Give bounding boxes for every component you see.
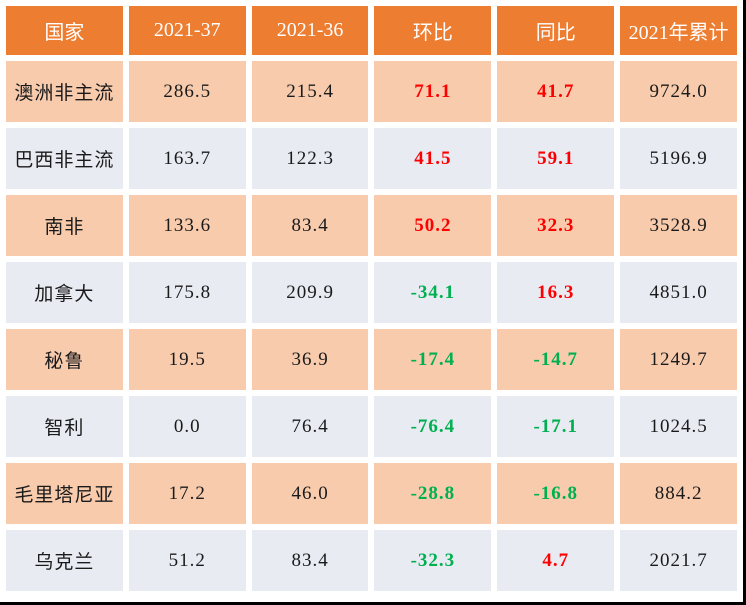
cell-mom: -28.8 <box>374 463 492 524</box>
cell-w2021_36: 209.9 <box>251 262 369 323</box>
cell-yoy: 32.3 <box>497 195 615 256</box>
table-row-3: 加拿大 175.8 209.9 -34.1 16.3 4851.0 <box>6 262 737 323</box>
cell-country: 秘鲁 <box>6 329 123 390</box>
cell-yoy: -14.7 <box>497 329 615 390</box>
cell-yoy: -17.1 <box>497 396 615 457</box>
cell-cumulative: 9724.0 <box>620 61 737 122</box>
cell-w2021_37: 286.5 <box>128 61 246 122</box>
cell-w2021_37: 163.7 <box>128 128 246 189</box>
cell-cumulative: 884.2 <box>620 463 737 524</box>
cell-cumulative: 1024.5 <box>620 396 737 457</box>
column-header-mom: 环比 <box>374 6 492 55</box>
cell-country: 乌克兰 <box>6 530 123 591</box>
cell-cumulative: 1249.7 <box>620 329 737 390</box>
cell-w2021_36: 215.4 <box>251 61 369 122</box>
cell-w2021_36: 76.4 <box>251 396 369 457</box>
cell-w2021_36: 46.0 <box>251 463 369 524</box>
table-row-0: 澳洲非主流 286.5 215.4 71.1 41.7 9724.0 <box>6 61 737 122</box>
cell-w2021_37: 133.6 <box>128 195 246 256</box>
table-body: 澳洲非主流 286.5 215.4 71.1 41.7 9724.0 巴西非主流 163.7 1… <box>6 61 737 591</box>
cell-country: 南非 <box>6 195 123 256</box>
cell-mom: 71.1 <box>374 61 492 122</box>
cell-yoy: 41.7 <box>497 61 615 122</box>
cell-w2021_36: 122.3 <box>251 128 369 189</box>
column-header-country: 国家 <box>6 6 123 55</box>
table-row-7: 乌克兰 51.2 83.4 -32.3 4.7 2021.7 <box>6 530 737 591</box>
cell-w2021_37: 51.2 <box>128 530 246 591</box>
cell-cumulative: 3528.9 <box>620 195 737 256</box>
column-header-w2021_37: 2021-37 <box>128 6 246 55</box>
cell-w2021_36: 83.4 <box>251 195 369 256</box>
cell-yoy: 16.3 <box>497 262 615 323</box>
table-row-4: 秘鲁 19.5 36.9 -17.4 -14.7 1249.7 <box>6 329 737 390</box>
cell-yoy: -16.8 <box>497 463 615 524</box>
cell-w2021_37: 175.8 <box>128 262 246 323</box>
cell-w2021_36: 83.4 <box>251 530 369 591</box>
cell-country: 智利 <box>6 396 123 457</box>
cell-cumulative: 4851.0 <box>620 262 737 323</box>
cell-cumulative: 5196.9 <box>620 128 737 189</box>
cell-mom: -32.3 <box>374 530 492 591</box>
cell-mom: -17.4 <box>374 329 492 390</box>
cell-yoy: 4.7 <box>497 530 615 591</box>
cell-yoy: 59.1 <box>497 128 615 189</box>
column-header-yoy: 同比 <box>497 6 615 55</box>
cell-mom: 41.5 <box>374 128 492 189</box>
cell-w2021_37: 19.5 <box>128 329 246 390</box>
table-row-1: 巴西非主流 163.7 122.3 41.5 59.1 5196.9 <box>6 128 737 189</box>
cell-cumulative: 2021.7 <box>620 530 737 591</box>
cell-country: 毛里塔尼亚 <box>6 463 123 524</box>
column-header-w2021_36: 2021-36 <box>251 6 369 55</box>
cell-mom: -34.1 <box>374 262 492 323</box>
table-row-5: 智利 0.0 76.4 -76.4 -17.1 1024.5 <box>6 396 737 457</box>
table-header: 国家 2021-37 2021-36 环比 同比 2021年累计 <box>6 6 737 55</box>
cell-country: 巴西非主流 <box>6 128 123 189</box>
header-row: 国家 2021-37 2021-36 环比 同比 2021年累计 <box>6 6 737 55</box>
cell-w2021_36: 36.9 <box>251 329 369 390</box>
column-header-cumulative: 2021年累计 <box>620 6 737 55</box>
cell-country: 加拿大 <box>6 262 123 323</box>
cell-mom: 50.2 <box>374 195 492 256</box>
table-row-2: 南非 133.6 83.4 50.2 32.3 3528.9 <box>6 195 737 256</box>
cell-w2021_37: 17.2 <box>128 463 246 524</box>
cell-mom: -76.4 <box>374 396 492 457</box>
cell-w2021_37: 0.0 <box>128 396 246 457</box>
cell-country: 澳洲非主流 <box>6 61 123 122</box>
table-row-6: 毛里塔尼亚 17.2 46.0 -28.8 -16.8 884.2 <box>6 463 737 524</box>
